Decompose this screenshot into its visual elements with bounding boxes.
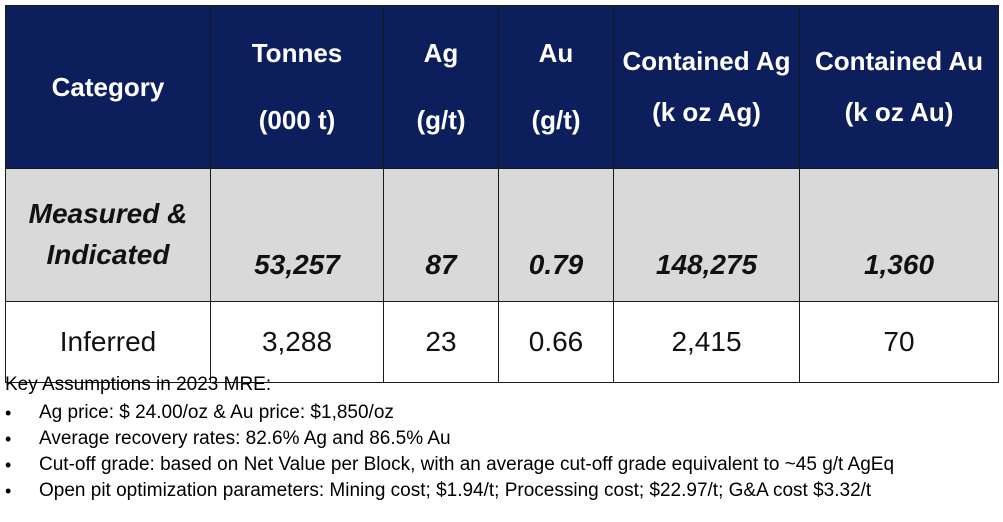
cell-contained-ag: 2,415 [613,301,800,383]
cell-contained-au: 70 [799,301,999,383]
cell-category: Inferred [5,301,211,383]
header-ag: Ag (g/t) [383,5,499,169]
table-row-measured-indicated: Measured & Indicated 53,257 87 0.79 148,… [5,168,999,302]
header-tonnes: Tonnes (000 t) [210,5,384,169]
table-header-row: Category Tonnes (000 t) Ag (g/t) Au (g/t… [5,5,999,169]
header-category-label: Category [51,71,165,102]
list-item: • Cut-off grade: based on Net Value per B… [5,452,998,478]
table-row-inferred: Inferred 3,288 23 0.66 2,415 70 [5,301,999,383]
cell-au: 0.79 [498,168,614,302]
assumption-text: Open pit optimization parameters: Mining… [39,480,872,501]
cell-category: Measured & Indicated [5,168,211,302]
header-contained-au-label: Contained Au [814,46,984,77]
header-au-label: Au [538,38,574,69]
header-contained-ag-unit: (k oz Ag) [652,97,761,127]
header-contained-ag-label: Contained Ag [622,46,791,77]
bullet-icon: • [5,403,12,423]
category-line-2: Indicated [46,239,170,270]
list-item: • Open pit optimization parameters: Minin… [5,478,998,504]
cell-tonnes: 3,288 [210,301,384,383]
header-category: Category [5,5,211,169]
bullet-icon: • [5,481,12,501]
resource-table-container: Category Tonnes (000 t) Ag (g/t) Au (g/t… [5,5,999,383]
cell-au: 0.66 [498,301,614,383]
bullet-icon: • [5,429,12,449]
cell-contained-ag: 148,275 [613,168,800,302]
assumption-text: Ag price: $ 24.00/oz & Au price: $1,850/… [39,402,394,423]
header-tonnes-unit: (000 t) [258,105,336,135]
cell-ag: 87 [383,168,499,302]
header-contained-ag: Contained Ag (k oz Ag) [613,5,800,169]
category-line-1: Measured & [28,198,188,230]
list-item: • Average recovery rates: 82.6% Ag and 86… [5,426,998,452]
header-au-unit: (g/t) [531,105,581,135]
header-contained-au-unit: (k oz Au) [844,97,954,127]
notes-title: Key Assumptions in 2023 MRE: [5,374,272,395]
bullet-icon: • [5,455,12,475]
header-ag-label: Ag [423,38,459,69]
resource-estimate-table: Category Tonnes (000 t) Ag (g/t) Au (g/t… [5,5,999,383]
assumption-text: Cut-off grade: based on Net Value per Bl… [39,454,895,475]
header-ag-unit: (g/t) [416,105,466,135]
assumptions-list: • Ag price: $ 24.00/oz & Au price: $1,850… [5,400,998,504]
cell-ag: 23 [383,301,499,383]
header-contained-au: Contained Au (k oz Au) [799,5,999,169]
cell-tonnes: 53,257 [210,168,384,302]
header-au: Au (g/t) [498,5,614,169]
list-item: • Ag price: $ 24.00/oz & Au price: $1,850… [5,400,998,426]
assumption-text: Average recovery rates: 82.6% Ag and 86.… [39,428,451,449]
key-assumptions-notes: Key Assumptions in 2023 MRE: • Ag price: … [5,372,998,504]
cell-contained-au: 1,360 [799,168,999,302]
header-tonnes-label: Tonnes [251,38,343,69]
